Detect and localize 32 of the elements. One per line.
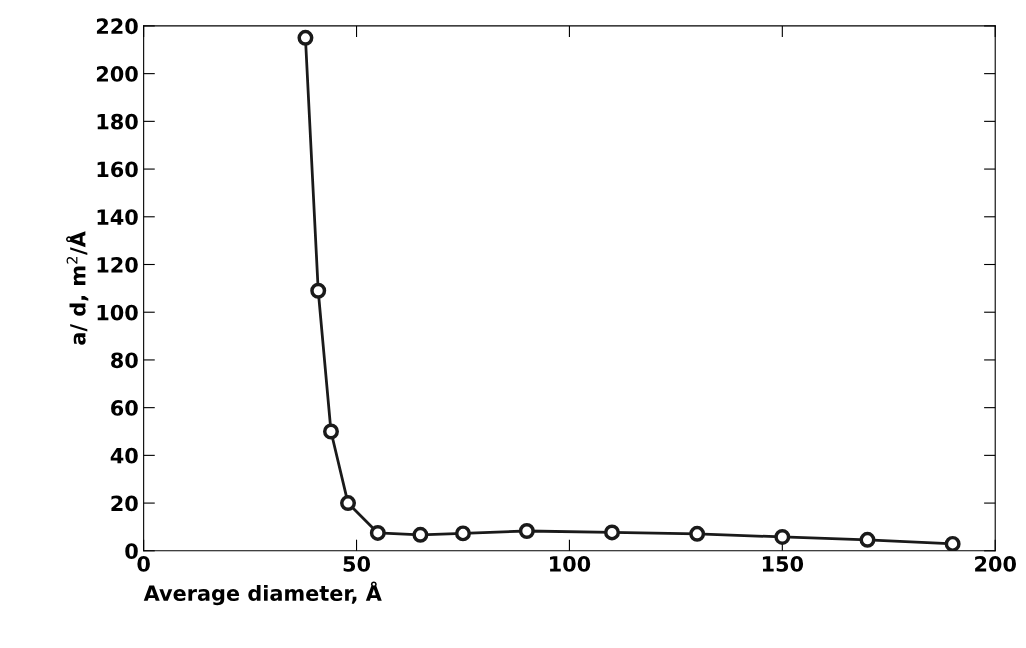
- point: [369, 524, 386, 541]
- y-tick-label: 40: [110, 447, 138, 464]
- x-tick-label: 100: [550, 556, 591, 572]
- point: [518, 523, 535, 539]
- x-axis-title: Average diameter, Å: [143, 581, 382, 606]
- y-axis-title: a/ d, m$^{2}$/Å: [66, 231, 89, 345]
- x-tick-label: 150: [762, 556, 804, 572]
- point: [340, 495, 357, 512]
- point: [310, 282, 327, 299]
- y-tick-label: 180: [97, 113, 138, 130]
- point: [412, 526, 429, 543]
- y-tick-label: 60: [111, 400, 138, 416]
- point: [774, 528, 791, 545]
- point: [297, 29, 314, 46]
- point: [944, 535, 961, 551]
- x-tick-label: 50: [343, 556, 371, 572]
- y-tick-label: 80: [111, 352, 138, 369]
- y-tick-label: 0: [125, 543, 138, 560]
- y-tick-label: 220: [96, 18, 138, 35]
- y-tick-label: 20: [111, 495, 138, 512]
- point: [689, 525, 706, 542]
- y-tick-label: 120: [97, 256, 138, 273]
- y-tick-label: 100: [97, 304, 138, 321]
- point: [604, 524, 620, 541]
- y-tick-label: 160: [97, 161, 138, 178]
- point: [323, 423, 339, 440]
- y-tick-label: 140: [97, 209, 138, 225]
- point: [454, 525, 471, 542]
- x-tick-label: 0: [137, 556, 150, 572]
- point: [859, 531, 876, 548]
- y-tick-label: 200: [96, 66, 138, 82]
- x-tick-label: 200: [975, 556, 1016, 572]
